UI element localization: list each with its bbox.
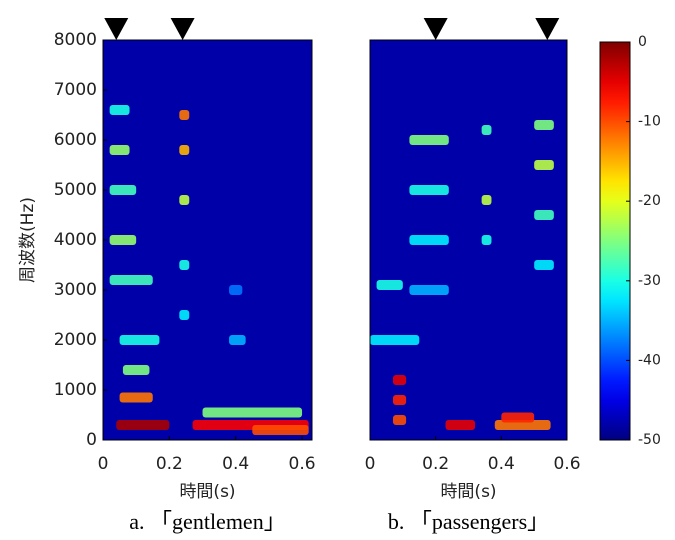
y-tick-label: 1000 bbox=[54, 380, 97, 400]
spectral-energy bbox=[252, 425, 309, 435]
spectral-energy bbox=[229, 335, 246, 345]
spectral-energy bbox=[202, 407, 303, 418]
spectral-energy bbox=[392, 415, 407, 425]
spectral-energy bbox=[370, 335, 420, 345]
spectral-energy bbox=[534, 160, 554, 170]
spectral-energy bbox=[481, 125, 492, 135]
spectral-energy bbox=[179, 110, 190, 120]
y-tick-label: 0 bbox=[86, 430, 97, 450]
spectral-energy bbox=[392, 395, 407, 405]
plot-frame bbox=[369, 39, 568, 441]
time-marker bbox=[423, 18, 448, 40]
x-tick-label: 0.6 bbox=[289, 454, 316, 474]
spectral-energy bbox=[534, 210, 554, 220]
time-marker bbox=[170, 18, 195, 40]
x-axis-label: 時間(s) bbox=[440, 482, 496, 502]
spectral-energy bbox=[481, 235, 492, 245]
colorbar-tick-label: -30 bbox=[638, 273, 661, 289]
caption: b. 「passengers」 bbox=[388, 509, 549, 534]
x-tick-label: 0.4 bbox=[222, 454, 249, 474]
spectral-energy bbox=[109, 235, 137, 245]
spectral-energy bbox=[179, 145, 190, 155]
spectral-energy bbox=[409, 185, 449, 195]
spectral-energy bbox=[116, 420, 170, 430]
spectral-energy bbox=[534, 260, 554, 270]
spectral-energy bbox=[409, 235, 449, 245]
spectral-energy bbox=[392, 375, 407, 385]
spectral-energy bbox=[109, 145, 130, 155]
x-tick-label: 0.2 bbox=[156, 454, 183, 474]
spectral-energy bbox=[481, 195, 492, 205]
plot-background bbox=[370, 40, 567, 440]
colorbar-tick-label: -20 bbox=[638, 193, 661, 209]
time-marker bbox=[104, 18, 129, 40]
spectral-energy bbox=[179, 310, 190, 320]
spectral-energy bbox=[409, 135, 449, 145]
spectral-energy bbox=[122, 365, 150, 375]
x-tick-label: 0 bbox=[98, 454, 109, 474]
spectral-energy bbox=[534, 120, 554, 130]
colorbar bbox=[599, 41, 631, 441]
spectral-energy bbox=[119, 335, 160, 345]
y-tick-label: 7000 bbox=[54, 80, 97, 100]
x-tick-label: 0 bbox=[365, 454, 376, 474]
y-tick-label: 3000 bbox=[54, 280, 97, 300]
y-tick-label: 6000 bbox=[54, 130, 97, 150]
y-tick-label: 4000 bbox=[54, 230, 97, 250]
x-axis-label: 時間(s) bbox=[179, 482, 235, 502]
spectral-energy bbox=[119, 392, 153, 403]
colorbar-tick-label: -40 bbox=[638, 352, 661, 368]
spectral-energy bbox=[409, 285, 449, 295]
spectral-energy bbox=[229, 285, 243, 295]
spectral-energy bbox=[109, 275, 153, 285]
y-axis-label: 周波数(Hz) bbox=[18, 197, 38, 283]
spectral-energy bbox=[445, 420, 476, 430]
colorbar-tick-label: -50 bbox=[638, 432, 661, 448]
spectral-energy bbox=[109, 185, 137, 195]
spectral-energy bbox=[179, 195, 190, 205]
y-tick-label: 2000 bbox=[54, 330, 97, 350]
y-tick-label: 8000 bbox=[54, 30, 97, 50]
spectral-energy bbox=[109, 105, 130, 115]
colorbar-tick-label: -10 bbox=[638, 114, 661, 130]
x-tick-label: 0.4 bbox=[488, 454, 515, 474]
spectral-energy bbox=[376, 280, 403, 290]
spectral-energy bbox=[179, 260, 190, 270]
spectral-energy bbox=[501, 412, 535, 423]
x-tick-label: 0.6 bbox=[553, 454, 580, 474]
colorbar-tick-label: 0 bbox=[638, 34, 647, 50]
x-tick-label: 0.2 bbox=[422, 454, 449, 474]
time-marker bbox=[535, 18, 560, 40]
y-tick-label: 5000 bbox=[54, 180, 97, 200]
caption: a. 「gentlemen」 bbox=[129, 509, 285, 534]
